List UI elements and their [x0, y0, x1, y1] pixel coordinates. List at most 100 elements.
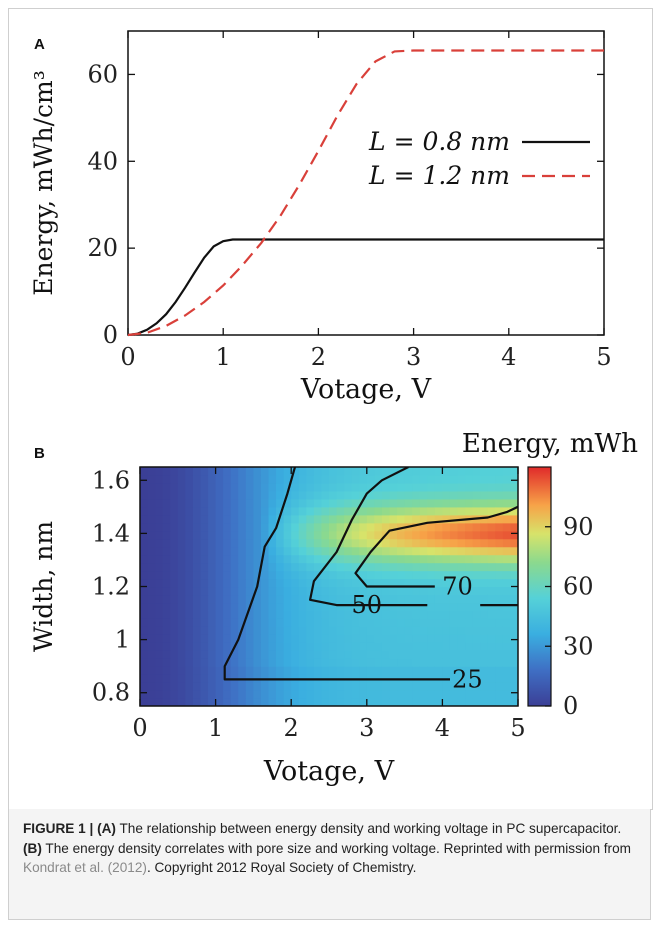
heatmap-cell: [419, 554, 428, 564]
heatmap-cell: [381, 618, 391, 627]
heatmap-cell: [208, 618, 217, 627]
heatmap-cell: [495, 554, 504, 564]
heatmap-cell: [185, 674, 194, 683]
heatmap-cell: [238, 482, 247, 492]
heatmap-cell: [313, 562, 323, 572]
heatmap-cell: [427, 562, 436, 572]
heatmap-cell: [419, 698, 428, 706]
heatmap-cell: [185, 682, 194, 691]
heatmap-cell: [449, 538, 459, 548]
heatmap-cell: [306, 546, 315, 556]
heatmap-cell: [427, 642, 436, 651]
heatmap-cell: [283, 522, 292, 532]
heatmap-cell: [253, 594, 262, 604]
heatmap-cell: [147, 474, 156, 484]
heatmap-cell: [200, 602, 209, 611]
heatmap-cell: [374, 698, 383, 706]
heatmap-cell: [457, 682, 466, 691]
heatmap-cell: [200, 474, 209, 484]
heatmap-cell: [465, 562, 474, 572]
heatmap-cell: [291, 690, 300, 699]
heatmap-cell: [170, 666, 179, 675]
heatmap-cell: [336, 626, 345, 635]
heatmap-cell: [238, 594, 247, 604]
heatmap-cell: [260, 634, 270, 643]
heatmap-cell: [419, 682, 428, 691]
heatmap-cell: [162, 658, 171, 667]
heatmap-cell: [185, 570, 194, 580]
heatmap-cell: [253, 522, 262, 532]
heatmap-cell: [412, 650, 421, 659]
caption-citation-link[interactable]: Kondrat et al. (2012): [23, 860, 147, 875]
heatmap-cell: [162, 610, 171, 619]
heatmap-cell: [192, 482, 202, 492]
heatmap-cell: [170, 698, 179, 706]
heatmap-cell: [487, 682, 496, 691]
heatmap-cell: [223, 530, 232, 540]
heatmap-cell: [366, 467, 375, 476]
heatmap-cell: [465, 618, 474, 627]
heatmap-cell: [283, 690, 292, 699]
heatmap-cell: [351, 498, 360, 508]
heatmap-cell: [404, 514, 413, 524]
heatmap-cell: [336, 690, 345, 699]
heatmap-cell: [472, 690, 481, 699]
heatmap-cell: [200, 546, 209, 556]
panel-a-series-line-0: [127, 238, 604, 337]
heatmap-cell: [155, 618, 164, 627]
heatmap-cell: [412, 642, 421, 651]
heatmap-cell: [306, 522, 315, 532]
heatmap-cell: [374, 610, 383, 619]
heatmap-cell: [185, 498, 194, 508]
heatmap-cell: [397, 578, 406, 588]
heatmap-cell: [268, 618, 277, 627]
heatmap-cell: [298, 506, 307, 516]
heatmap-cell: [442, 626, 451, 635]
heatmap-cell: [457, 474, 466, 484]
heatmap-cell: [336, 658, 345, 667]
heatmap-cell: [192, 626, 202, 635]
heatmap-cell: [162, 602, 171, 611]
heatmap-cell: [208, 506, 217, 516]
heatmap-cell: [223, 474, 232, 484]
heatmap-cell: [480, 554, 489, 564]
heatmap-cell: [510, 490, 518, 500]
heatmap-cell: [457, 490, 466, 500]
heatmap-cell: [366, 514, 375, 524]
heatmap-cell: [238, 538, 247, 548]
heatmap-cell: [502, 538, 512, 548]
heatmap-cell: [366, 594, 375, 604]
heatmap-cell: [215, 650, 224, 659]
heatmap-cell: [442, 522, 451, 532]
heatmap-cell: [359, 467, 368, 476]
heatmap-cell: [283, 578, 292, 588]
heatmap-cell: [238, 610, 247, 619]
heatmap-cell: [238, 642, 247, 651]
heatmap-cell: [487, 594, 496, 604]
heatmap-cell: [321, 498, 330, 508]
heatmap-cell: [230, 514, 239, 524]
panel-a-label: A: [34, 36, 45, 53]
heatmap-cell: [374, 602, 383, 611]
heatmap-cell: [230, 522, 239, 532]
heatmap-cell: [276, 474, 285, 484]
heatmap-cell: [381, 626, 391, 635]
heatmap-cell: [336, 490, 345, 500]
heatmap-cell: [215, 618, 224, 627]
heatmap-cell: [510, 498, 518, 508]
heatmap-cell: [329, 698, 338, 706]
heatmap-cell: [427, 506, 436, 516]
heatmap-cell: [208, 490, 217, 500]
heatmap-cell: [397, 482, 406, 492]
heatmap-cell: [397, 506, 406, 516]
heatmap-cell: [502, 586, 512, 596]
heatmap-cell: [374, 546, 383, 556]
heatmap-cell: [495, 690, 504, 699]
heatmap-cell: [283, 698, 292, 706]
heatmap-cell: [495, 682, 504, 691]
heatmap-cell: [404, 538, 413, 548]
heatmap-cell: [329, 538, 338, 548]
heatmap-cell: [200, 610, 209, 619]
heatmap-cell: [321, 618, 330, 627]
heatmap-cell: [147, 626, 156, 635]
